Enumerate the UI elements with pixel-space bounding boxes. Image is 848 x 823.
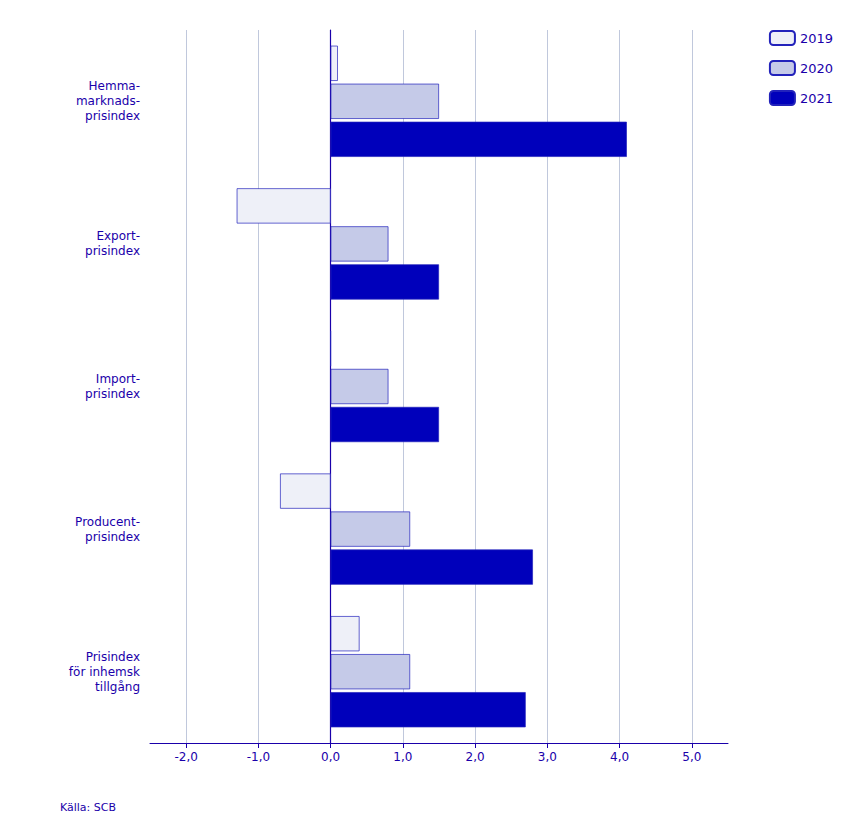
svg-text:-2,0: -2,0	[174, 750, 197, 764]
svg-text:prisindex: prisindex	[85, 530, 140, 544]
svg-text:2,0: 2,0	[466, 750, 485, 764]
svg-text:Producent-: Producent-	[75, 515, 140, 529]
svg-text:Export-: Export-	[96, 229, 140, 243]
svg-text:2020: 2020	[800, 61, 833, 76]
svg-text:Hemma-: Hemma-	[89, 79, 140, 93]
svg-text:för inhemsk: för inhemsk	[69, 665, 140, 679]
svg-text:0,0: 0,0	[321, 750, 340, 764]
svg-text:Källa: SCB: Källa: SCB	[60, 801, 116, 814]
svg-text:marknads-: marknads-	[76, 94, 140, 108]
svg-text:-1,0: -1,0	[247, 750, 270, 764]
svg-text:5,0: 5,0	[682, 750, 701, 764]
svg-text:3,0: 3,0	[538, 750, 557, 764]
svg-text:prisindex: prisindex	[85, 109, 140, 123]
svg-text:2021: 2021	[800, 91, 833, 106]
svg-text:4,0: 4,0	[610, 750, 629, 764]
svg-text:tillgång: tillgång	[95, 680, 140, 694]
svg-text:2019: 2019	[800, 31, 833, 46]
svg-text:prisindex: prisindex	[85, 387, 140, 401]
svg-text:Prisindex: Prisindex	[86, 650, 140, 664]
svg-text:1,0: 1,0	[393, 750, 412, 764]
svg-text:prisindex: prisindex	[85, 244, 140, 258]
svg-text:Import-: Import-	[96, 372, 140, 386]
